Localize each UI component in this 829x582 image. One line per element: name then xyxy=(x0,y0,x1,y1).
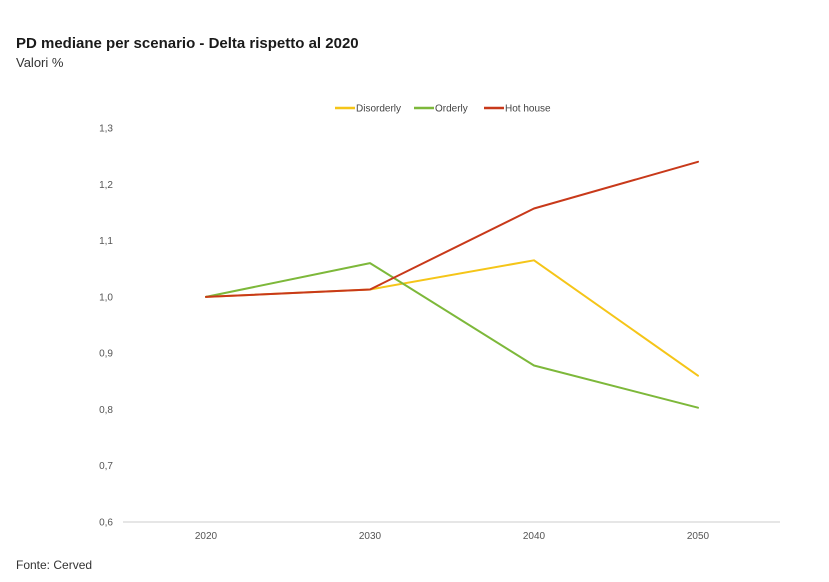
legend-label-disorderly: Disorderly xyxy=(356,104,401,115)
legend: Disorderly Orderly Hot house xyxy=(335,104,551,115)
y-tick-label: 1,3 xyxy=(99,124,113,135)
series-lines xyxy=(205,160,699,409)
y-tick-label: 1,1 xyxy=(99,236,113,247)
series-line-disorderly xyxy=(205,259,699,377)
series-line-hot-house xyxy=(205,160,699,298)
y-tick-label: 1,2 xyxy=(99,180,113,191)
y-tick-label: 0,8 xyxy=(99,405,113,416)
source-note: Fonte: Cerved xyxy=(16,558,93,572)
x-tick-label: 2030 xyxy=(359,531,382,542)
series-line-orderly xyxy=(205,262,699,409)
chart-subtitle: Valori % xyxy=(16,55,64,70)
x-tick-label: 2020 xyxy=(195,531,218,542)
y-tick-label: 0,9 xyxy=(99,349,113,360)
x-tick-label: 2050 xyxy=(687,531,710,542)
legend-label-orderly: Orderly xyxy=(435,104,468,115)
y-axis: 0,6 0,7 0,8 0,9 1,0 1,1 1,2 1,3 xyxy=(99,124,113,529)
legend-label-hot-house: Hot house xyxy=(505,104,551,115)
y-tick-label: 0,6 xyxy=(99,518,113,529)
y-tick-label: 1,0 xyxy=(99,292,113,303)
x-tick-label: 2040 xyxy=(523,531,546,542)
chart-title: PD mediane per scenario - Delta rispetto… xyxy=(16,35,359,52)
y-tick-label: 0,7 xyxy=(99,461,113,472)
x-axis: 2020 2030 2040 2050 xyxy=(123,521,780,542)
